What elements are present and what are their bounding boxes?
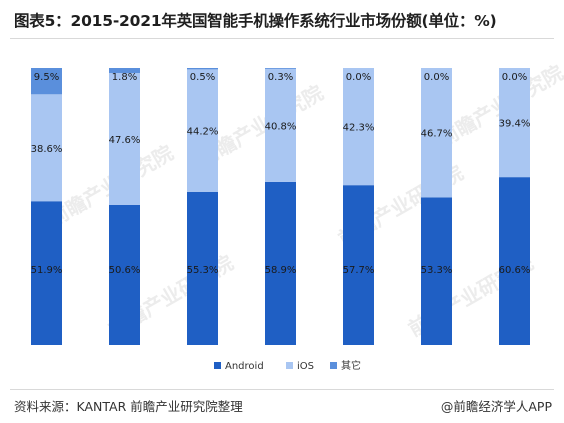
bar-Android-4: [265, 181, 296, 345]
bar-iOS-1: [31, 94, 62, 202]
label-iOS-5: 42.3%: [343, 123, 375, 134]
bar-Android-2: [109, 204, 140, 345]
label-Android-2: 50.6%: [109, 265, 141, 276]
label-其它-6: 0.0%: [424, 72, 449, 83]
label-其它-2: 1.8%: [112, 72, 137, 83]
bar-iOS-4: [265, 68, 296, 182]
legend-label-其它: 其它: [341, 359, 361, 372]
label-其它-1: 9.5%: [34, 72, 59, 83]
bar-Android-7: [499, 177, 530, 345]
source-note: 资料来源：KANTAR 前瞻产业研究院整理: [14, 399, 243, 414]
label-iOS-1: 38.6%: [31, 144, 63, 155]
legend-label-Android: Android: [225, 361, 264, 372]
bar-iOS-6: [421, 68, 452, 198]
label-Android-7: 60.6%: [499, 265, 531, 276]
label-Android-4: 58.9%: [265, 265, 297, 276]
legend-label-iOS: iOS: [297, 361, 314, 372]
label-iOS-7: 39.4%: [499, 119, 531, 130]
bar-其它-3: [187, 68, 218, 70]
label-其它-4: 0.3%: [268, 72, 293, 83]
bar-Android-5: [343, 185, 374, 345]
label-Android-5: 57.7%: [343, 265, 375, 276]
label-其它-7: 0.0%: [502, 72, 527, 83]
bar-Android-1: [31, 201, 62, 345]
brand-note: @前瞻经济学人APP: [440, 399, 552, 414]
label-Android-6: 53.3%: [421, 265, 453, 276]
bar-其它-4: [265, 68, 296, 69]
footer-divider: [10, 389, 554, 390]
bar-Android-6: [421, 197, 452, 345]
bar-iOS-5: [343, 68, 374, 186]
legend-swatch-iOS: [286, 362, 293, 369]
title-divider: [10, 38, 554, 39]
legend-swatch-其它: [330, 362, 337, 369]
label-其它-3: 0.5%: [190, 72, 215, 83]
chart-title: 图表5：2015-2021年英国智能手机操作系统行业市场份额(单位：%): [14, 12, 497, 30]
legend-swatch-Android: [214, 362, 221, 369]
label-Android-1: 51.9%: [31, 265, 63, 276]
bar-Android-3: [187, 191, 218, 345]
label-iOS-2: 47.6%: [109, 135, 141, 146]
label-其它-5: 0.0%: [346, 72, 371, 83]
bar-其它-1: [31, 68, 62, 95]
label-iOS-6: 46.7%: [421, 129, 453, 140]
bar-iOS-7: [499, 68, 530, 178]
label-iOS-3: 44.2%: [187, 127, 219, 138]
label-Android-3: 55.3%: [187, 265, 219, 276]
bar-iOS-2: [109, 72, 140, 205]
label-iOS-4: 40.8%: [265, 121, 297, 132]
bar-其它-2: [109, 68, 140, 73]
bar-iOS-3: [187, 69, 218, 192]
